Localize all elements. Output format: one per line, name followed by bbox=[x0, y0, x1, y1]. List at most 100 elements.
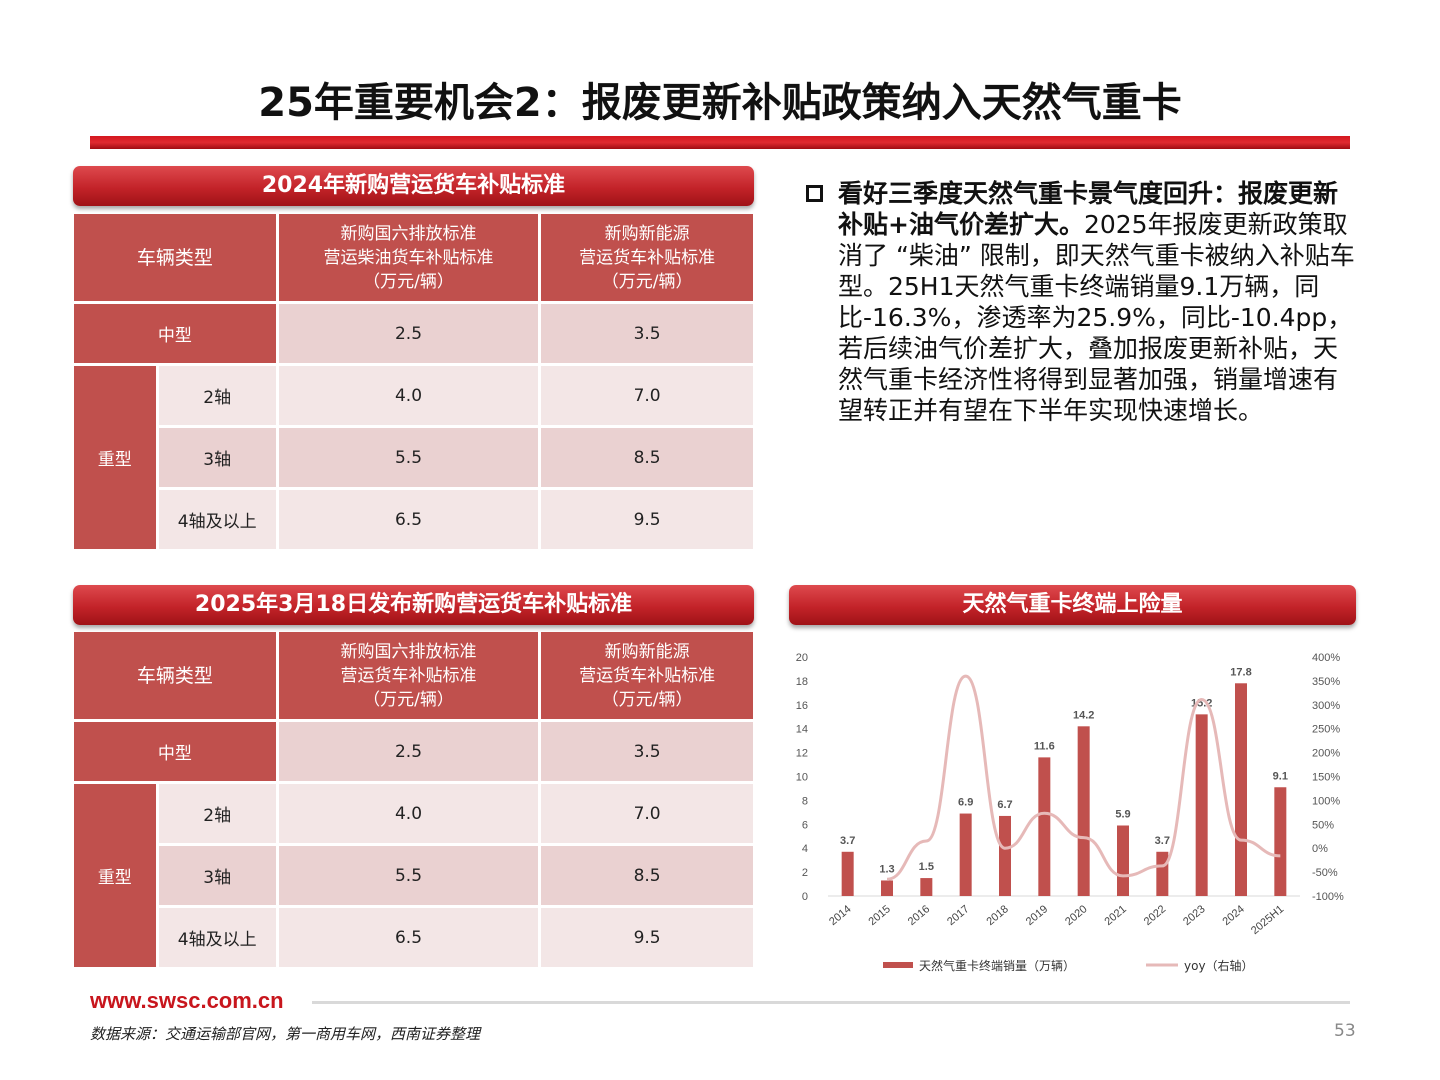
row-axle4-label: 4轴及以上 bbox=[158, 908, 276, 967]
y-tick-label: 14 bbox=[796, 724, 808, 736]
header-diesel: 新购国六排放标准 营运货车补贴标准 （万元/辆） bbox=[278, 632, 539, 719]
y2-tick-label: 250% bbox=[1312, 724, 1340, 736]
cell-value: 8.5 bbox=[541, 846, 753, 905]
header-vehicle-type: 车辆类型 bbox=[74, 632, 276, 719]
footer-url: www.swsc.com.cn bbox=[90, 988, 284, 1013]
header-diesel: 新购国六排放标准 营运柴油货车补贴标准 （万元/辆） bbox=[278, 214, 539, 301]
cell-value: 4.0 bbox=[278, 366, 539, 425]
bar bbox=[1195, 714, 1208, 896]
x-tick-label: 2015 bbox=[866, 903, 892, 928]
y-tick-label: 0 bbox=[802, 891, 808, 903]
cell-value: 3.5 bbox=[541, 722, 753, 781]
chart-banner: 天然气重卡终端上险量 bbox=[789, 585, 1356, 625]
row-axle2-label: 2轴 bbox=[158, 784, 276, 843]
y2-tick-label: 0% bbox=[1312, 843, 1328, 855]
header-new-energy: 新购新能源 营运货车补贴标准 （万元/辆） bbox=[541, 632, 753, 719]
bar bbox=[1038, 757, 1051, 896]
x-tick-label: 2023 bbox=[1181, 903, 1207, 928]
bar-data-label: 1.3 bbox=[879, 863, 894, 875]
y2-tick-label: 100% bbox=[1312, 795, 1340, 807]
x-tick-label: 2025H1 bbox=[1249, 903, 1286, 937]
cell-value: 2.5 bbox=[278, 722, 539, 781]
bullet-bold: 看好三季度天然气重卡景气度回升：报废更新补贴+油气价差扩大。 bbox=[838, 179, 1339, 239]
bar-data-label: 14.2 bbox=[1073, 709, 1094, 721]
table1-banner: 2024年新购营运货车补贴标准 bbox=[73, 166, 754, 206]
x-tick-label: 2020 bbox=[1063, 903, 1089, 928]
table2-banner: 2025年3月18日发布新购营运货车补贴标准 bbox=[73, 585, 754, 625]
row-medium-label: 中型 bbox=[74, 304, 276, 363]
data-source: 数据来源：交通运输部官网，第一商用车网，西南证券整理 bbox=[90, 1025, 481, 1043]
square-bullet-icon bbox=[806, 185, 823, 202]
y2-tick-label: 150% bbox=[1312, 772, 1340, 784]
bar-data-label: 6.9 bbox=[958, 797, 973, 809]
cell-value: 9.5 bbox=[541, 490, 753, 549]
legend-bar-swatch bbox=[883, 962, 913, 968]
x-tick-label: 2017 bbox=[945, 903, 971, 928]
row-heavy-label: 重型 bbox=[74, 366, 156, 549]
bar bbox=[999, 815, 1011, 896]
cell-value: 2.5 bbox=[278, 304, 539, 363]
bullet-text: 2025年报废更新政策取消了 “柴油” 限制，即天然气重卡被纳入补贴车型。25H… bbox=[838, 210, 1355, 425]
x-tick-label: 2016 bbox=[906, 903, 932, 928]
cell-value: 7.0 bbox=[541, 366, 753, 425]
bar bbox=[1117, 825, 1129, 896]
cell-value: 7.0 bbox=[541, 784, 753, 843]
legend-line-label: yoy（右轴） bbox=[1184, 958, 1254, 973]
bar bbox=[1274, 787, 1287, 896]
subsidy-table-2025: 车辆类型 新购国六排放标准 营运货车补贴标准 （万元/辆） 新购新能源 营运货车补贴标… bbox=[71, 629, 756, 970]
row-heavy-label: 重型 bbox=[74, 784, 156, 967]
bar bbox=[1077, 726, 1090, 896]
row-axle3-label: 3轴 bbox=[158, 846, 276, 905]
cell-value: 9.5 bbox=[541, 908, 753, 967]
bar-data-label: 6.7 bbox=[997, 799, 1012, 811]
page-title: 25年重要机会2：报废更新补贴政策纳入天然气重卡 bbox=[258, 80, 1182, 126]
sales-chart: 0 2 4 6 8 10 12 14 16 18 20 -100% -50% 0% 50% 100% 150% 2… bbox=[796, 652, 1344, 973]
x-tick-label: 2024 bbox=[1220, 903, 1246, 928]
bullet-paragraph: 看好三季度天然气重卡景气度回升：报废更新补贴+油气价差扩大。2025年报废更新政… bbox=[806, 178, 1356, 426]
y-tick-label: 4 bbox=[802, 843, 808, 855]
header-new-energy: 新购新能源 营运货车补贴标准 （万元/辆） bbox=[541, 214, 753, 301]
bar bbox=[1235, 683, 1247, 896]
bar bbox=[881, 880, 893, 896]
row-axle2-label: 2轴 bbox=[158, 366, 276, 425]
bar-data-label: 9.1 bbox=[1273, 770, 1288, 782]
y-tick-label: 8 bbox=[802, 795, 808, 807]
header-vehicle-type: 车辆类型 bbox=[74, 214, 276, 301]
y-tick-label: 12 bbox=[796, 748, 808, 760]
y2-tick-label: 200% bbox=[1312, 748, 1340, 760]
row-axle3-label: 3轴 bbox=[158, 428, 276, 487]
bar-data-label: 5.9 bbox=[1115, 808, 1130, 820]
y2-tick-label: 350% bbox=[1312, 676, 1340, 688]
y2-tick-label: 300% bbox=[1312, 700, 1340, 712]
row-axle4-label: 4轴及以上 bbox=[158, 490, 276, 549]
x-tick-label: 2014 bbox=[827, 903, 853, 928]
chart-area: 0 2 4 6 8 10 12 14 16 18 20 -100% -50% 0% 50% 100% 150% 2… bbox=[788, 640, 1360, 985]
y-tick-label: 10 bbox=[796, 772, 808, 784]
bar-data-label: 11.6 bbox=[1034, 740, 1055, 752]
cell-value: 5.5 bbox=[278, 846, 539, 905]
bar bbox=[959, 813, 972, 896]
bar bbox=[1156, 851, 1169, 896]
x-tick-label: 2019 bbox=[1024, 903, 1050, 928]
y2-tick-label: 400% bbox=[1312, 652, 1340, 664]
y-tick-label: 16 bbox=[796, 700, 808, 712]
yoy-line bbox=[886, 674, 1281, 881]
row-medium-label: 中型 bbox=[74, 722, 276, 781]
cell-value: 6.5 bbox=[278, 908, 539, 967]
cell-value: 6.5 bbox=[278, 490, 539, 549]
bar bbox=[841, 851, 854, 896]
cell-value: 8.5 bbox=[541, 428, 753, 487]
page-number: 53 bbox=[1334, 1021, 1356, 1041]
y2-tick-label: -100% bbox=[1312, 891, 1344, 903]
y2-tick-label: 50% bbox=[1312, 819, 1334, 831]
subsidy-table-2024: 车辆类型 新购国六排放标准 营运柴油货车补贴标准 （万元/辆） 新购新能源 营运货车补… bbox=[71, 211, 756, 552]
x-tick-label: 2018 bbox=[984, 903, 1010, 928]
x-tick-label: 2022 bbox=[1142, 903, 1168, 928]
bar-data-label: 1.5 bbox=[919, 861, 934, 873]
cell-value: 5.5 bbox=[278, 428, 539, 487]
bar bbox=[920, 878, 933, 896]
y2-tick-label: -50% bbox=[1312, 867, 1338, 879]
bar-data-label: 3.7 bbox=[1155, 835, 1170, 847]
bar-data-label: 3.7 bbox=[840, 835, 855, 847]
bar-data-label: 17.8 bbox=[1230, 666, 1251, 678]
